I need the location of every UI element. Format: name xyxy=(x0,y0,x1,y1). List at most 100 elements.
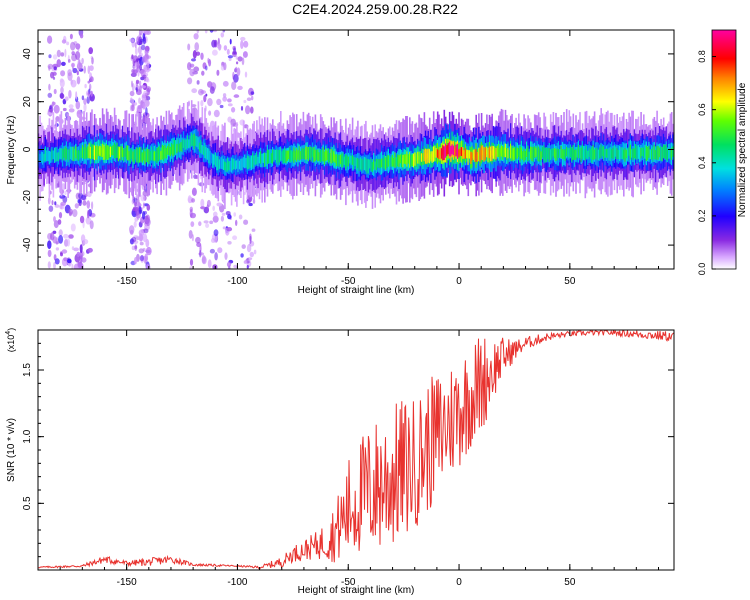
ridge-cell xyxy=(51,149,53,161)
noise-speckle xyxy=(146,204,151,211)
y-tick-label: 1.5 xyxy=(22,363,33,377)
ridge-cell xyxy=(43,153,45,163)
noise-speckle xyxy=(131,69,135,74)
noise-speckle xyxy=(75,91,78,100)
ridge-cell xyxy=(245,157,247,168)
noise-speckle xyxy=(61,183,66,192)
ridge-cell xyxy=(581,144,584,159)
ridge-cell xyxy=(672,146,674,157)
ridge-cell xyxy=(136,152,138,158)
ridge-cell xyxy=(488,150,491,155)
noise-speckle xyxy=(248,258,251,262)
ridge-cell xyxy=(436,150,439,157)
noise-speckle xyxy=(236,61,239,65)
ridge-cell xyxy=(427,153,430,159)
colorbar-tick-label: 0.0 xyxy=(697,263,707,276)
noise-speckle xyxy=(47,240,52,250)
ridge-cell xyxy=(508,149,511,159)
ridge-cell xyxy=(664,145,666,159)
ridge-cell xyxy=(382,158,384,170)
ridge-cell xyxy=(647,151,649,156)
ridge-cell xyxy=(221,155,224,169)
ridge-cell xyxy=(483,151,485,158)
ridge-cell xyxy=(533,149,536,155)
ridge-cell xyxy=(139,151,141,158)
noise-speckle xyxy=(131,236,137,243)
noise-speckle xyxy=(53,254,57,261)
ridge-cell xyxy=(52,150,55,160)
noise-speckle xyxy=(87,210,90,219)
ridge-cell xyxy=(112,148,115,153)
noise-speckle xyxy=(60,70,66,77)
noise-speckle xyxy=(52,71,57,76)
noise-speckle xyxy=(134,257,137,265)
ridge-cell xyxy=(662,144,665,158)
ridge-cell xyxy=(213,154,216,165)
noise-speckle xyxy=(87,65,91,74)
noise-speckle xyxy=(142,228,149,234)
ridge-cell xyxy=(492,149,495,156)
ridge-cell xyxy=(422,156,424,162)
ridge-cell xyxy=(63,148,65,158)
ridge-cell xyxy=(385,161,387,166)
ridge-cell xyxy=(375,158,378,171)
noise-speckle xyxy=(222,93,227,98)
ridge-cell xyxy=(128,153,130,158)
y-tick-label: 0 xyxy=(22,146,33,152)
ridge-cell xyxy=(253,155,255,169)
ridge-cell xyxy=(156,148,158,164)
ridge-cell xyxy=(297,152,299,158)
ridge-cell xyxy=(201,145,204,155)
ridge-cell xyxy=(295,152,298,158)
noise-speckle xyxy=(207,98,213,107)
noise-speckle xyxy=(212,205,215,211)
noise-speckle xyxy=(216,43,222,49)
y-tick-label: -40 xyxy=(22,237,33,252)
noise-speckle xyxy=(237,56,243,62)
noise-speckle xyxy=(208,59,212,67)
ridge-cell xyxy=(402,157,404,165)
noise-speckle xyxy=(146,78,150,83)
ridge-cell xyxy=(116,142,118,158)
ridge-cell xyxy=(395,157,398,168)
ridge-cell xyxy=(103,148,105,156)
ridge-cell xyxy=(439,150,442,158)
ridge-cell xyxy=(409,157,411,163)
noise-speckle xyxy=(233,212,236,217)
noise-speckle xyxy=(142,55,147,63)
ridge-cell xyxy=(430,154,432,159)
noise-speckle xyxy=(129,98,135,104)
ridge-cell xyxy=(600,144,602,158)
noise-speckle xyxy=(52,101,56,106)
noise-speckle xyxy=(216,69,220,76)
ridge-cell xyxy=(399,156,402,162)
noise-speckle xyxy=(68,108,75,113)
ridge-cell xyxy=(111,147,113,155)
noise-speckle xyxy=(60,86,64,94)
ridge-cell xyxy=(624,152,626,158)
ridge-cell xyxy=(613,145,616,160)
ridge-cell xyxy=(334,156,337,161)
noise-speckle xyxy=(134,244,138,252)
ridge-cell xyxy=(327,148,330,164)
noise-speckle xyxy=(64,48,67,58)
noise-speckle xyxy=(223,45,228,51)
ridge-cell xyxy=(80,147,83,158)
ridge-cell xyxy=(528,151,531,161)
ridge-cell xyxy=(587,150,589,160)
noise-speckle xyxy=(140,44,146,51)
ridge-cell xyxy=(539,148,541,162)
noise-speckle xyxy=(200,198,205,208)
noise-speckle xyxy=(195,51,201,56)
ridge-cell xyxy=(466,150,468,158)
ridge-cell xyxy=(123,149,125,162)
noise-speckle xyxy=(216,98,222,106)
noise-speckle xyxy=(243,260,248,264)
ridge-cell xyxy=(669,149,672,159)
x-tick-label: 50 xyxy=(564,276,576,287)
ridge-cell xyxy=(398,158,400,164)
ridge-cell xyxy=(442,150,444,156)
ridge-cell xyxy=(151,146,153,161)
ridge-cell xyxy=(629,150,632,155)
